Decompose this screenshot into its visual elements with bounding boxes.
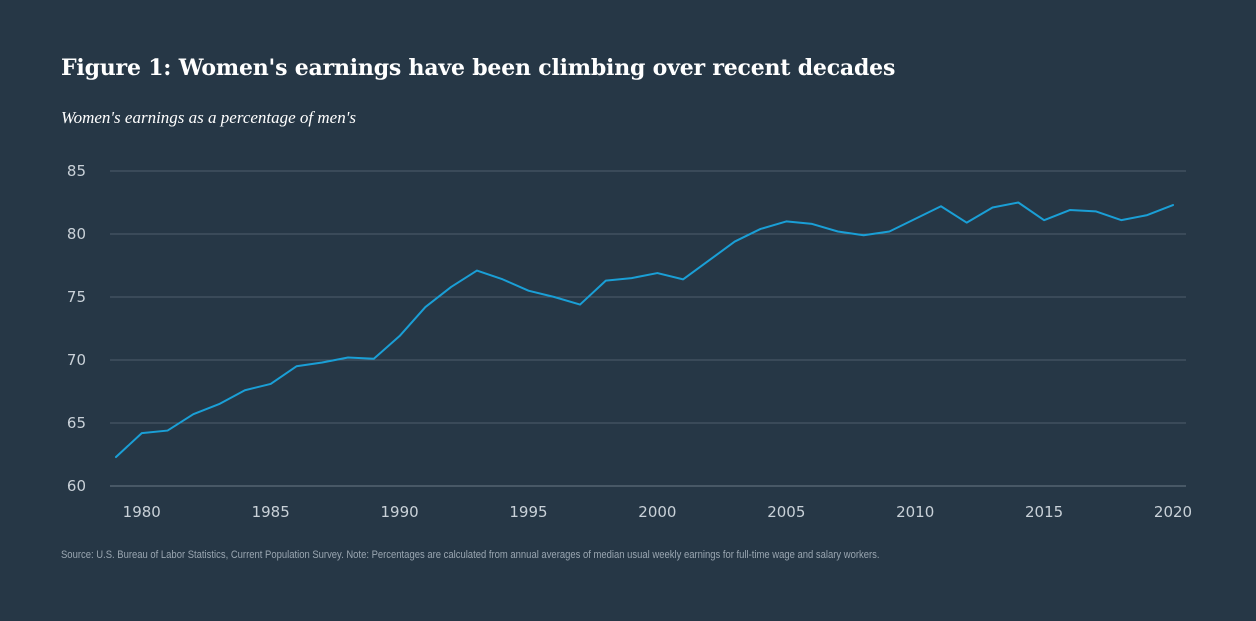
data-point-2008 [862, 233, 866, 237]
data-point-2012 [965, 221, 969, 225]
x-tick-label-2015: 2015 [1025, 503, 1063, 521]
data-point-1981 [166, 429, 170, 433]
source-note: Source: U.S. Bureau of Labor Statistics,… [61, 549, 880, 561]
x-tick-label-1990: 1990 [380, 503, 418, 521]
data-point-2010 [913, 217, 917, 221]
chart-subtitle: Women's earnings as a percentage of men'… [61, 108, 356, 127]
data-point-1991 [423, 305, 427, 309]
data-point-2007 [836, 229, 840, 233]
data-point-1979 [114, 455, 118, 459]
data-point-1988 [346, 355, 350, 359]
data-point-2011 [939, 204, 943, 208]
data-point-1990 [398, 334, 402, 338]
y-tick-label-65: 65 [67, 414, 86, 432]
y-tick-label-85: 85 [67, 162, 86, 180]
data-point-1995 [526, 289, 530, 293]
data-point-1987 [320, 361, 324, 365]
data-point-1986 [294, 364, 298, 368]
x-tick-label-1995: 1995 [509, 503, 547, 521]
data-point-2009 [887, 229, 891, 233]
data-point-1985 [269, 382, 273, 386]
data-point-2006 [810, 222, 814, 226]
x-tick-label-2020: 2020 [1154, 503, 1192, 521]
x-tick-label-2005: 2005 [767, 503, 805, 521]
data-point-1989 [372, 357, 376, 361]
data-point-2015 [1042, 218, 1046, 222]
data-point-2013 [991, 206, 995, 210]
data-point-1994 [501, 277, 505, 281]
data-point-1982 [191, 412, 195, 416]
data-point-2004 [759, 227, 763, 231]
x-tick-label-1985: 1985 [252, 503, 290, 521]
data-point-2005 [784, 219, 788, 223]
series-line-0 [115, 201, 1174, 459]
data-point-2001 [681, 277, 685, 281]
data-point-1998 [604, 279, 608, 283]
data-point-2014 [1016, 201, 1020, 205]
data-point-1980 [140, 431, 144, 435]
data-point-2003 [733, 240, 737, 244]
data-point-1999 [630, 276, 634, 280]
y-tick-label-75: 75 [67, 288, 86, 306]
data-point-2019 [1145, 213, 1149, 217]
x-tick-label-2010: 2010 [896, 503, 934, 521]
data-point-2017 [1094, 209, 1098, 213]
data-point-1993 [475, 269, 479, 273]
data-point-1983 [217, 402, 221, 406]
y-tick-label-70: 70 [67, 351, 86, 369]
data-point-2000 [655, 271, 659, 275]
data-point-2018 [1119, 218, 1123, 222]
data-point-2002 [707, 258, 711, 262]
data-point-1992 [449, 285, 453, 289]
data-point-1984 [243, 388, 247, 392]
x-tick-label-1980: 1980 [123, 503, 161, 521]
data-point-2016 [1068, 208, 1072, 212]
x-tick-label-2000: 2000 [638, 503, 676, 521]
data-point-1996 [552, 295, 556, 299]
y-tick-label-60: 60 [67, 477, 86, 495]
data-point-1997 [578, 303, 582, 307]
y-tick-label-80: 80 [67, 225, 86, 243]
chart-title: Figure 1: Women's earnings have been cli… [61, 55, 896, 81]
data-point-2020 [1171, 203, 1175, 207]
